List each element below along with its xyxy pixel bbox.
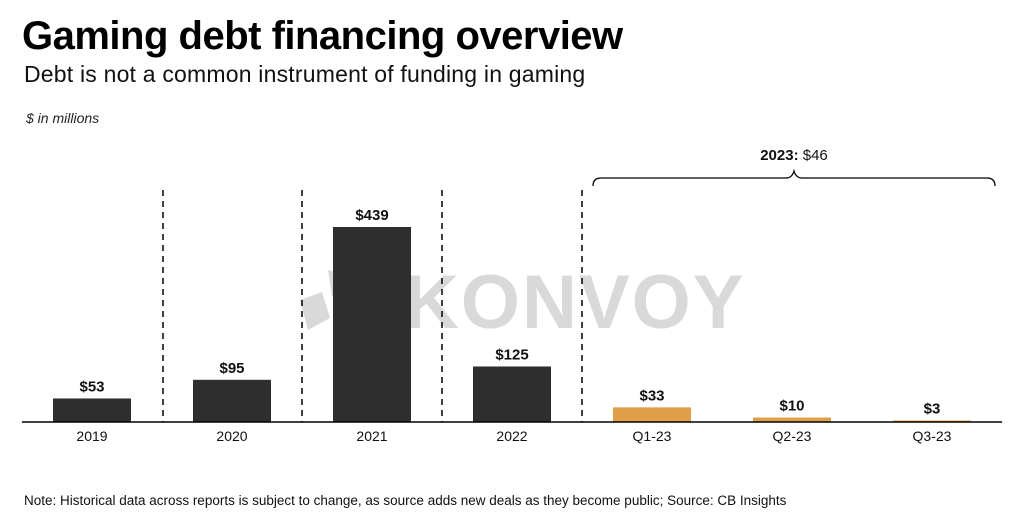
unit-label: $ in millions: [26, 110, 100, 126]
data-label: $95: [219, 360, 244, 377]
data-label: $125: [495, 346, 528, 363]
period-separators: [162, 190, 583, 422]
x-tick-label: Q1-23: [633, 428, 672, 444]
bracket-label-value: $46: [803, 147, 828, 164]
bar: [53, 398, 131, 422]
chart-subtitle: Debt is not a common instrument of fundi…: [24, 61, 586, 87]
data-label: $33: [639, 387, 664, 404]
footnote: Note: Historical data across reports is …: [24, 493, 787, 508]
bar: [753, 417, 831, 422]
data-label: $10: [779, 398, 804, 415]
year-2023-bracket: 2023: $46: [592, 147, 996, 187]
bar: [193, 379, 271, 422]
bar: [473, 366, 551, 422]
x-tick-label: 2019: [76, 428, 107, 444]
chart-title: Gaming debt financing overview: [22, 14, 623, 58]
bar-chart: KONVOY 2023: $46 $532019$952020$4392021$…: [22, 147, 1002, 444]
data-label: $3: [924, 401, 941, 418]
bar: [613, 407, 691, 422]
data-label: $53: [79, 378, 104, 395]
x-tick-label: 2020: [216, 428, 247, 444]
bar: [333, 227, 411, 422]
x-tick-label: 2022: [496, 428, 527, 444]
bracket-line: [592, 168, 996, 187]
bracket-label-bold: 2023:: [760, 147, 798, 164]
watermark-text: KONVOY: [404, 260, 745, 345]
data-label: $439: [355, 207, 388, 224]
x-tick-label: Q2-23: [773, 428, 812, 444]
bars-group: $53 2019 $95 2020 $439 2021 $125 2022 $33 Q1-23 $1…: [53, 207, 971, 444]
bracket-label: 2023: $46: [760, 147, 828, 164]
x-tick-label: 2021: [356, 428, 387, 444]
x-tick-label: Q3-23: [913, 428, 952, 444]
